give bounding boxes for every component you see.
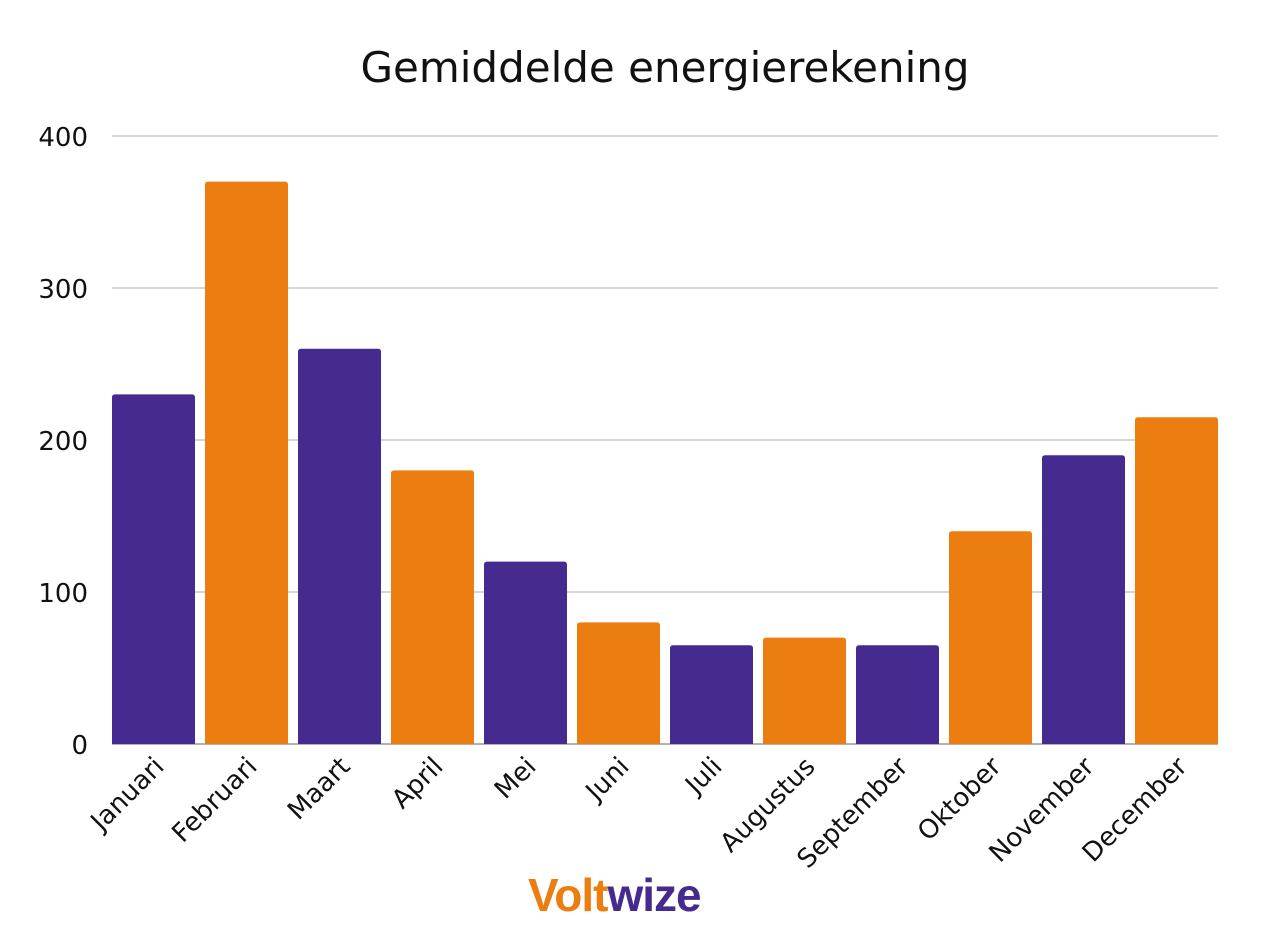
bar-september [856,645,939,744]
x-tick-label: Oktober [912,752,1008,848]
bar-januari [112,394,195,744]
voltwize-logo: Voltwize [528,868,702,922]
y-tick-label: 200 [38,427,88,457]
bar-juli [670,645,753,744]
bar-maart [298,348,381,744]
x-tick-label: April [386,752,449,815]
y-tick-label: 0 [71,731,88,761]
logo-part-2: wize [607,869,701,921]
bar-april [391,470,474,744]
bar-mei [484,561,567,744]
bar-februari [205,181,288,745]
chart-title: Gemiddelde energierekening [360,43,969,92]
x-tick-label: Juni [579,752,635,808]
bar-oktober [949,531,1032,744]
x-tick-label: Juli [679,752,729,802]
y-tick-label: 300 [38,275,88,305]
x-tick-label: Januari [84,752,171,839]
x-tick-label: Maart [282,752,356,826]
logo-part-1: Volt [528,869,608,921]
bar-juni [577,622,660,744]
x-tick-label: Februari [167,752,264,849]
y-tick-label: 400 [38,123,88,153]
x-tick-label: Mei [489,752,542,805]
y-tick-label: 100 [38,579,88,609]
bar-december [1135,417,1218,744]
bar-augustus [763,637,846,744]
bar-november [1042,455,1125,744]
